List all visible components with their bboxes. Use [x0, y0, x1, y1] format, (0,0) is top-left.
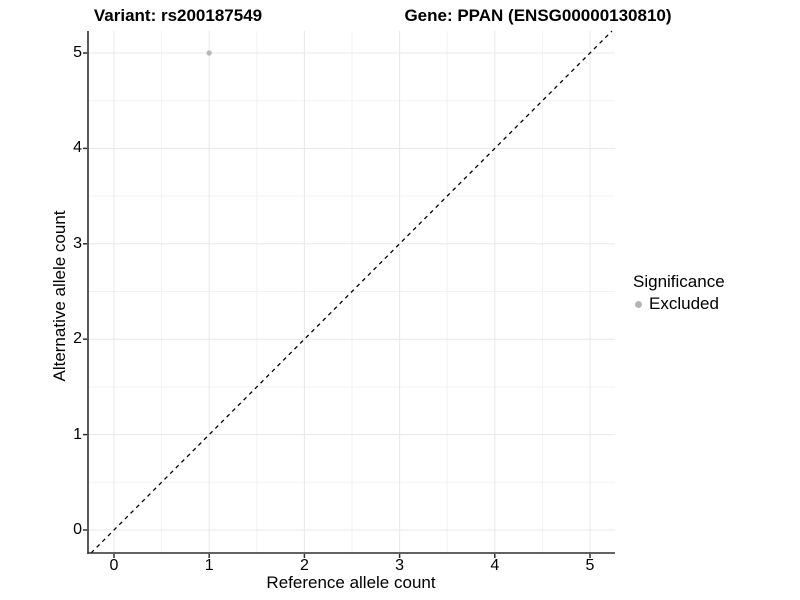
x-tick-label: 4	[490, 557, 500, 574]
legend-title: Significance	[633, 272, 725, 291]
legend-point-swatch	[635, 300, 642, 308]
y-tick-label: 1	[73, 425, 82, 443]
legend-item-label: Excluded	[649, 294, 719, 313]
data-point	[206, 50, 212, 56]
identity-line	[90, 30, 613, 554]
x-tick-label: 5	[585, 557, 595, 574]
y-tick-label: 4	[73, 139, 82, 157]
x-tick-label: 0	[109, 557, 119, 574]
y-tick-label: 5	[73, 44, 82, 61]
y-tick-label: 0	[73, 521, 82, 538]
y-axis-title: Alternative allele count	[50, 210, 69, 382]
legend: Significance Excluded	[633, 271, 725, 314]
x-tick-label: 1	[204, 557, 214, 574]
y-tick-label: 2	[73, 330, 82, 348]
x-axis-title: Reference allele count	[266, 573, 436, 592]
plot-title-variant: Variant: rs200187549	[93, 6, 263, 25]
y-tick-label: 3	[73, 234, 82, 252]
plot-title-gene: Gene: PPAN (ENSG00000130810)	[404, 6, 672, 25]
legend-item-excluded: Excluded	[633, 294, 725, 314]
x-tick-label: 3	[395, 557, 405, 574]
x-tick-label: 2	[299, 557, 309, 574]
